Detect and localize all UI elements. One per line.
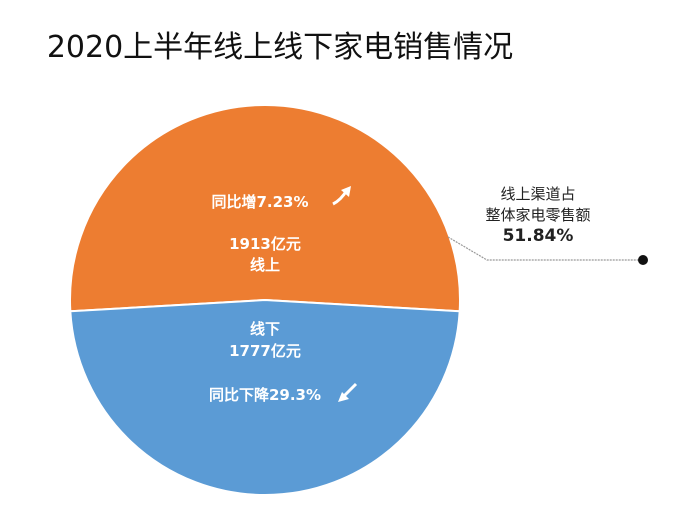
online-value-label: 1913亿元: [229, 235, 301, 253]
online-change-label: 同比增7.23%: [211, 193, 309, 211]
pie-slice-online: [69, 104, 461, 313]
leader-dot: [638, 255, 648, 265]
offline-name-label: 线下: [249, 320, 280, 338]
pie-slice-offline: [69, 298, 461, 496]
offline-change-label: 同比下降29.3%: [208, 386, 322, 404]
online-name-label: 线上: [249, 256, 280, 274]
chart-title: 2020上半年线上线下家电销售情况: [46, 30, 514, 65]
offline-value-label: 1777亿元: [229, 342, 301, 360]
annotation: 线上渠道占 整体家电零售额 51.84%: [478, 184, 598, 247]
annotation-line2: 整体家电零售额: [485, 206, 591, 224]
annotation-value: 51.84%: [502, 226, 574, 246]
trend-up-arrow-icon: [332, 186, 351, 206]
trend-down-arrow-icon: [338, 382, 358, 402]
leader-line: [447, 236, 643, 261]
annotation-line1: 线上渠道占: [500, 185, 576, 203]
